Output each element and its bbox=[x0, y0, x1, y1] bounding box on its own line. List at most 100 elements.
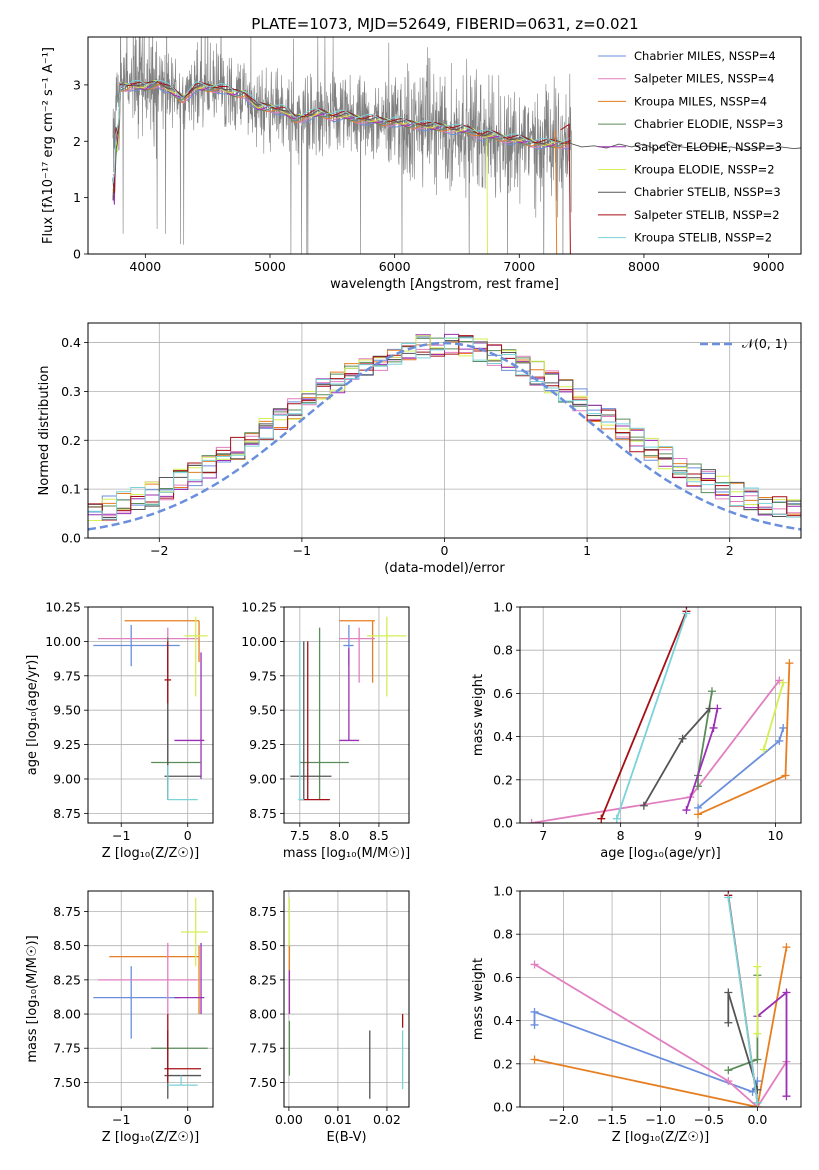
weight-line bbox=[762, 682, 785, 750]
mass-vs-ebv-plot-area bbox=[288, 897, 404, 1099]
y-tick-label: 0.6 bbox=[493, 970, 513, 985]
y-tick-label: 9.50 bbox=[249, 703, 277, 718]
y-tick-label: 9.00 bbox=[53, 771, 81, 786]
spectrum-ylabel: Flux [fλ10⁻¹⁷ erg cm⁻² s⁻¹ A⁻¹] bbox=[41, 47, 56, 244]
normal-reference-curve bbox=[88, 341, 801, 531]
weight-marker bbox=[530, 1020, 539, 1029]
x-tick-label: 0.01 bbox=[324, 1112, 352, 1127]
x-tick-label: −1 bbox=[293, 543, 311, 558]
x-tick-label: 6000 bbox=[379, 259, 411, 274]
weight-marker bbox=[779, 678, 788, 687]
age-vs-mass-xlabel: mass [log₁₀(M/M☉)] bbox=[283, 846, 410, 861]
x-tick-label: 0.02 bbox=[373, 1112, 401, 1127]
residual-histogram bbox=[88, 335, 801, 521]
weight-vs-age-frame bbox=[519, 606, 802, 824]
spectrum-axes: 4000 5000 6000 7000 8000 9000 0 1 2 3 bbox=[73, 77, 784, 274]
x-tick-label: 7000 bbox=[503, 259, 535, 274]
spectrum-legend: Chabrier MILES, NSSP=4 Salpeter MILES, NS… bbox=[598, 49, 783, 245]
weight-marker bbox=[707, 687, 716, 696]
weight-marker bbox=[781, 771, 790, 780]
model-edge-drop bbox=[486, 138, 489, 254]
weight-marker bbox=[753, 962, 762, 971]
mass-vs-ebv-xlabel: E(B-V) bbox=[326, 1130, 366, 1145]
x-tick-label: 8 bbox=[617, 828, 625, 843]
spectrum-plot-area bbox=[112, 37, 801, 254]
y-tick-label: 9.25 bbox=[249, 737, 277, 752]
y-tick-label: 8.50 bbox=[53, 938, 81, 953]
x-tick-label: 10 bbox=[768, 828, 784, 843]
legend-label: Chabrier STELIB, NSSP=3 bbox=[634, 185, 781, 199]
weight-marker bbox=[724, 988, 733, 997]
y-tick-label: 8.50 bbox=[249, 938, 277, 953]
y-tick-label: 9.25 bbox=[53, 737, 81, 752]
legend-label: Salpeter MILES, NSSP=4 bbox=[634, 72, 775, 86]
y-tick-label: 0.3 bbox=[61, 384, 81, 399]
spectrum-xlabel: wavelength [Angstrom, rest frame] bbox=[330, 277, 559, 292]
age-vs-z-xlabel: Z [log₁₀(Z/Z☉)] bbox=[102, 846, 199, 861]
legend-label: 𝒩(0, 1) bbox=[742, 336, 788, 351]
weight-line bbox=[727, 897, 759, 1103]
legend-label: Kroupa STELIB, NSSP=2 bbox=[634, 231, 772, 245]
residuals-axes: −2 −1 0 1 2 0.0 0.1 0.2 0.3 0.4 bbox=[61, 323, 801, 558]
y-tick-label: 0.1 bbox=[61, 482, 81, 497]
y-tick-label: 10.25 bbox=[241, 600, 277, 615]
legend-label: Kroupa MILES, NSSP=4 bbox=[634, 94, 767, 108]
legend-label: Salpeter ELODIE, NSSP=3 bbox=[634, 140, 782, 154]
y-tick-label: 9.50 bbox=[53, 703, 81, 718]
y-tick-label: 7.75 bbox=[249, 1041, 277, 1056]
weight-marker bbox=[639, 801, 648, 810]
y-tick-label: 0.4 bbox=[493, 729, 513, 744]
y-tick-label: 10.00 bbox=[241, 634, 277, 649]
y-tick-label: 0.8 bbox=[493, 643, 513, 658]
y-tick-label: 10.25 bbox=[45, 600, 81, 615]
y-tick-label: 8.25 bbox=[249, 972, 277, 987]
model-edge-drop bbox=[554, 129, 558, 254]
y-tick-label: 10.00 bbox=[45, 634, 81, 649]
y-tick-label: 1 bbox=[73, 190, 81, 205]
x-tick-label: 0 bbox=[441, 543, 449, 558]
x-tick-label: −1 bbox=[112, 1112, 130, 1127]
weight-marker bbox=[527, 819, 536, 823]
residuals-plot-area bbox=[88, 333, 801, 531]
y-tick-label: 0 bbox=[73, 247, 81, 262]
weight-vs-age-xlabel: age [log₁₀(age/yr)] bbox=[600, 846, 721, 861]
x-tick-label: 0.00 bbox=[275, 1112, 303, 1127]
y-tick-label: 3 bbox=[73, 77, 81, 92]
age-vs-z-frame bbox=[87, 606, 214, 824]
y-tick-label: 8.75 bbox=[53, 806, 81, 821]
x-tick-label: 8.0 bbox=[329, 828, 349, 843]
residuals-frame bbox=[87, 322, 802, 539]
weight-vs-z-plot-area bbox=[530, 891, 791, 1107]
weight-marker bbox=[682, 806, 691, 815]
model-spectrum-line bbox=[112, 79, 571, 184]
weight-line bbox=[534, 963, 788, 1107]
y-tick-label: 0.2 bbox=[493, 772, 513, 787]
y-tick-label: 0.4 bbox=[493, 1013, 513, 1028]
spectrum-title: PLATE=1073, MJD=52649, FIBERID=0631, z=0… bbox=[251, 15, 638, 33]
x-tick-label: 7 bbox=[539, 828, 547, 843]
x-tick-label: 4000 bbox=[129, 259, 161, 274]
weight-marker bbox=[753, 1098, 762, 1107]
x-tick-label: 8000 bbox=[628, 259, 660, 274]
age-vs-z-plot-area bbox=[93, 616, 208, 801]
y-tick-label: 8.75 bbox=[249, 806, 277, 821]
weight-marker bbox=[612, 814, 621, 823]
weight-marker bbox=[694, 810, 703, 819]
x-tick-label: −1.0 bbox=[645, 1112, 675, 1127]
x-tick-label: −0.5 bbox=[694, 1112, 724, 1127]
legend-label: Chabrier ELODIE, NSSP=3 bbox=[634, 117, 783, 131]
x-tick-label: −2 bbox=[150, 543, 168, 558]
x-tick-label: 0 bbox=[184, 1112, 192, 1127]
model-spectrum-line bbox=[112, 81, 571, 194]
weight-vs-age-axes: 7 8 9 10 0.0 0.2 0.4 0.6 0.8 1.0 bbox=[493, 600, 801, 843]
weight-marker bbox=[705, 704, 714, 713]
y-tick-label: 7.75 bbox=[53, 1041, 81, 1056]
weight-vs-z-frame bbox=[519, 890, 802, 1108]
weight-marker bbox=[782, 988, 791, 997]
y-tick-label: 8.00 bbox=[249, 1007, 277, 1022]
weight-marker bbox=[775, 736, 784, 745]
weight-marker bbox=[753, 1029, 762, 1038]
weight-marker bbox=[713, 704, 722, 713]
mass-vs-z-plot-area bbox=[93, 897, 208, 1099]
